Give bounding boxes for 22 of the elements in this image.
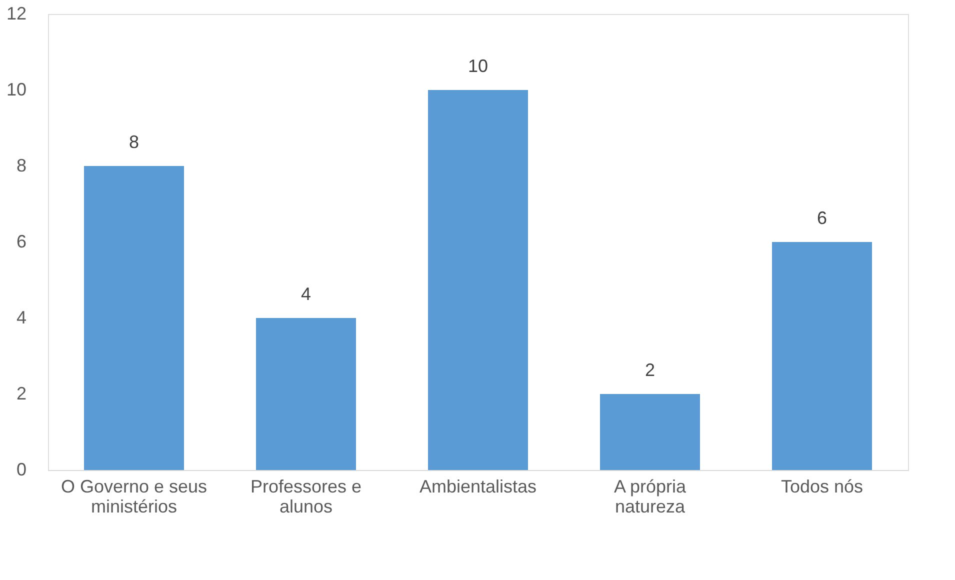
x-tick-label: Professores e alunos [250,476,362,516]
x-tick-label: Todos nós [780,476,864,496]
y-tick-label: 2 [16,384,26,404]
y-tick-label: 10 [6,80,26,100]
data-label: 10 [468,56,488,76]
bar [84,166,184,470]
y-tick-label: 4 [16,308,26,328]
data-label: 4 [300,284,312,304]
y-tick-label: 8 [16,156,26,176]
bar [428,90,528,470]
bar [600,394,700,470]
y-tick-label: 6 [16,232,26,252]
y-tick-label: 0 [16,460,26,480]
y-tick-label: 12 [6,4,26,24]
x-tick-label: Ambientalistas [419,476,537,496]
data-label: 6 [816,208,828,228]
data-label: 2 [644,360,656,380]
bar [256,318,356,470]
data-label: 8 [128,132,140,152]
x-tick-label: O Governo e seus ministérios [60,476,208,516]
x-tick-label: A própria natureza [614,476,688,516]
bar [772,242,872,470]
